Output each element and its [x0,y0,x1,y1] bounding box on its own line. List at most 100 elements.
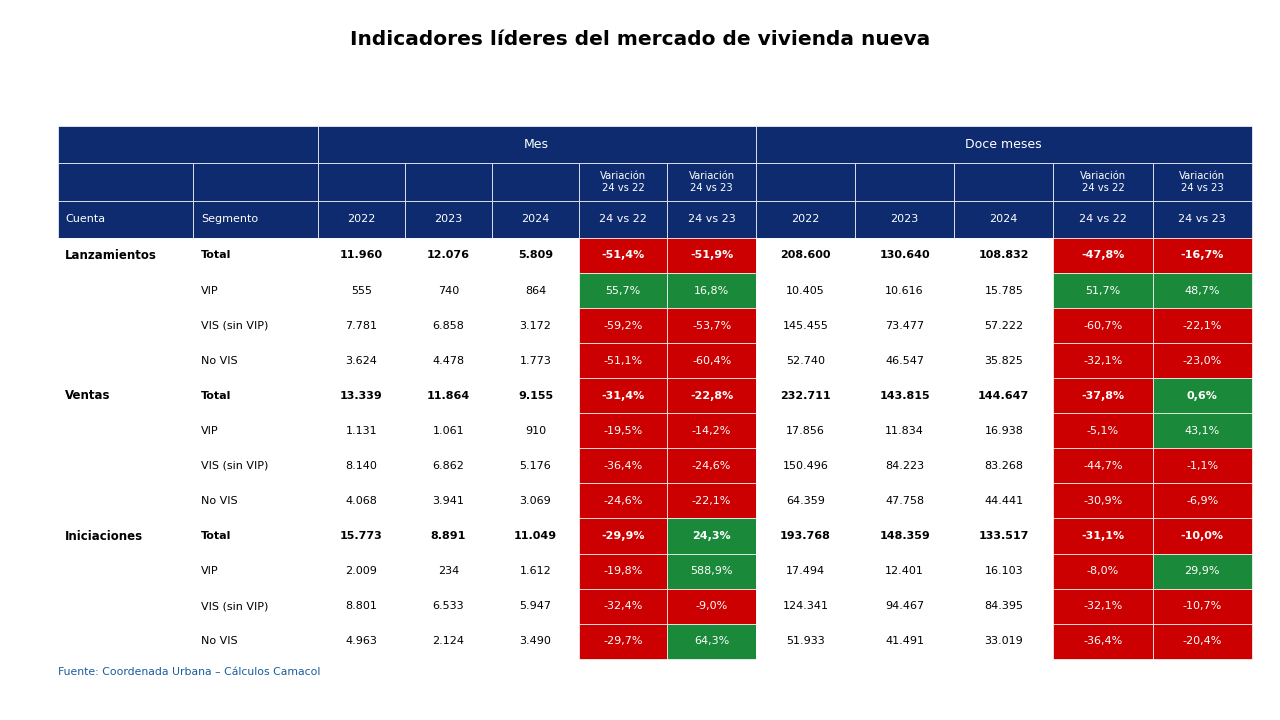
FancyBboxPatch shape [855,518,954,554]
Text: -59,2%: -59,2% [604,320,643,330]
Text: 5.176: 5.176 [520,461,552,471]
FancyBboxPatch shape [1053,589,1152,624]
Text: Total: Total [201,531,232,541]
FancyBboxPatch shape [855,238,954,273]
Text: Total: Total [201,391,232,401]
FancyBboxPatch shape [954,201,1053,238]
FancyBboxPatch shape [579,518,667,554]
Text: Lanzamientos: Lanzamientos [65,249,157,262]
Text: -31,1%: -31,1% [1082,531,1125,541]
Text: 910: 910 [525,426,547,436]
FancyBboxPatch shape [755,483,855,518]
FancyBboxPatch shape [954,413,1053,449]
Text: 55,7%: 55,7% [605,286,641,295]
Text: Variación
24 vs 22: Variación 24 vs 22 [600,171,646,192]
Text: 2022: 2022 [791,215,819,224]
FancyBboxPatch shape [954,238,1053,273]
Text: No VIS: No VIS [201,356,237,366]
FancyBboxPatch shape [1053,624,1152,659]
FancyBboxPatch shape [492,238,579,273]
FancyBboxPatch shape [755,413,855,449]
Text: 48,7%: 48,7% [1184,286,1220,295]
FancyBboxPatch shape [579,624,667,659]
Text: 3.172: 3.172 [520,320,552,330]
FancyBboxPatch shape [1152,554,1252,589]
Text: 5.809: 5.809 [518,251,553,261]
FancyBboxPatch shape [193,201,317,238]
FancyBboxPatch shape [193,273,317,308]
FancyBboxPatch shape [58,589,193,624]
FancyBboxPatch shape [58,126,317,163]
Text: Iniciaciones: Iniciaciones [65,529,143,543]
FancyBboxPatch shape [58,483,193,518]
FancyBboxPatch shape [317,518,404,554]
FancyBboxPatch shape [492,378,579,413]
FancyBboxPatch shape [667,413,755,449]
FancyBboxPatch shape [855,624,954,659]
Text: -22,1%: -22,1% [1183,320,1222,330]
Text: 3.490: 3.490 [520,636,552,647]
Text: 51,7%: 51,7% [1085,286,1120,295]
FancyBboxPatch shape [1152,483,1252,518]
Text: VIS (sin VIP): VIS (sin VIP) [201,601,269,611]
Text: 24 vs 23: 24 vs 23 [1179,215,1226,224]
Text: -29,7%: -29,7% [603,636,643,647]
Text: -6,9%: -6,9% [1187,496,1219,506]
FancyBboxPatch shape [954,449,1053,483]
FancyBboxPatch shape [404,554,492,589]
Text: VIS (sin VIP): VIS (sin VIP) [201,320,269,330]
FancyBboxPatch shape [855,378,954,413]
Text: 555: 555 [351,286,371,295]
FancyBboxPatch shape [1152,163,1252,201]
FancyBboxPatch shape [317,413,404,449]
FancyBboxPatch shape [193,589,317,624]
FancyBboxPatch shape [855,163,954,201]
Text: 11.049: 11.049 [515,531,557,541]
Text: -20,4%: -20,4% [1183,636,1222,647]
Text: -51,1%: -51,1% [604,356,643,366]
Text: 83.268: 83.268 [984,461,1023,471]
FancyBboxPatch shape [954,378,1053,413]
FancyBboxPatch shape [1053,378,1152,413]
FancyBboxPatch shape [755,554,855,589]
FancyBboxPatch shape [58,554,193,589]
FancyBboxPatch shape [1053,449,1152,483]
FancyBboxPatch shape [1053,413,1152,449]
FancyBboxPatch shape [667,201,755,238]
Text: 16.938: 16.938 [984,426,1023,436]
Text: 12.401: 12.401 [886,566,924,576]
FancyBboxPatch shape [1152,413,1252,449]
Text: 1.061: 1.061 [433,426,465,436]
Text: Ventas: Ventas [65,390,111,402]
FancyBboxPatch shape [404,483,492,518]
FancyBboxPatch shape [1152,518,1252,554]
Text: Segmento: Segmento [201,215,259,224]
FancyBboxPatch shape [58,343,193,378]
FancyBboxPatch shape [492,483,579,518]
Text: -16,7%: -16,7% [1180,251,1224,261]
FancyBboxPatch shape [579,483,667,518]
FancyBboxPatch shape [667,483,755,518]
FancyBboxPatch shape [193,413,317,449]
Text: -19,8%: -19,8% [604,566,643,576]
Text: 24,3%: 24,3% [692,531,731,541]
FancyBboxPatch shape [755,378,855,413]
Text: 124.341: 124.341 [782,601,828,611]
FancyBboxPatch shape [404,589,492,624]
FancyBboxPatch shape [1152,589,1252,624]
Text: 8.801: 8.801 [346,601,378,611]
Text: 2024: 2024 [521,215,549,224]
Text: -5,1%: -5,1% [1087,426,1119,436]
Text: -32,1%: -32,1% [1083,601,1123,611]
Text: 1.612: 1.612 [520,566,552,576]
FancyBboxPatch shape [193,343,317,378]
FancyBboxPatch shape [317,273,404,308]
Text: Variación
24 vs 23: Variación 24 vs 23 [689,171,735,192]
FancyBboxPatch shape [954,554,1053,589]
FancyBboxPatch shape [404,624,492,659]
Text: -22,1%: -22,1% [692,496,731,506]
Text: 3.941: 3.941 [433,496,465,506]
Text: 2024: 2024 [989,215,1018,224]
Text: 11.834: 11.834 [886,426,924,436]
Text: 8.140: 8.140 [346,461,378,471]
